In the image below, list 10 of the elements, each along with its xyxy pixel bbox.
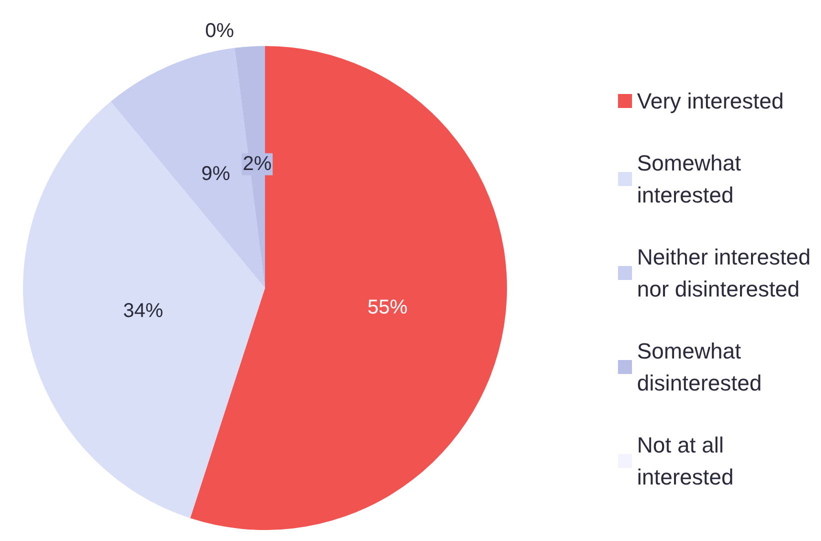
legend-label: Somewhat interested — [637, 150, 748, 208]
data-label: 2% — [242, 153, 272, 176]
legend-label: Very interested — [637, 88, 784, 114]
legend-label: Somewhat disinterested — [637, 338, 762, 396]
data-label: 9% — [201, 163, 230, 186]
legend-label: Not at all interested — [637, 432, 734, 490]
legend-label: Neither interested nor disinterested — [637, 244, 817, 302]
data-label: 34% — [123, 300, 164, 322]
text: 0% — [205, 20, 234, 42]
data-label: 55% — [367, 296, 408, 318]
